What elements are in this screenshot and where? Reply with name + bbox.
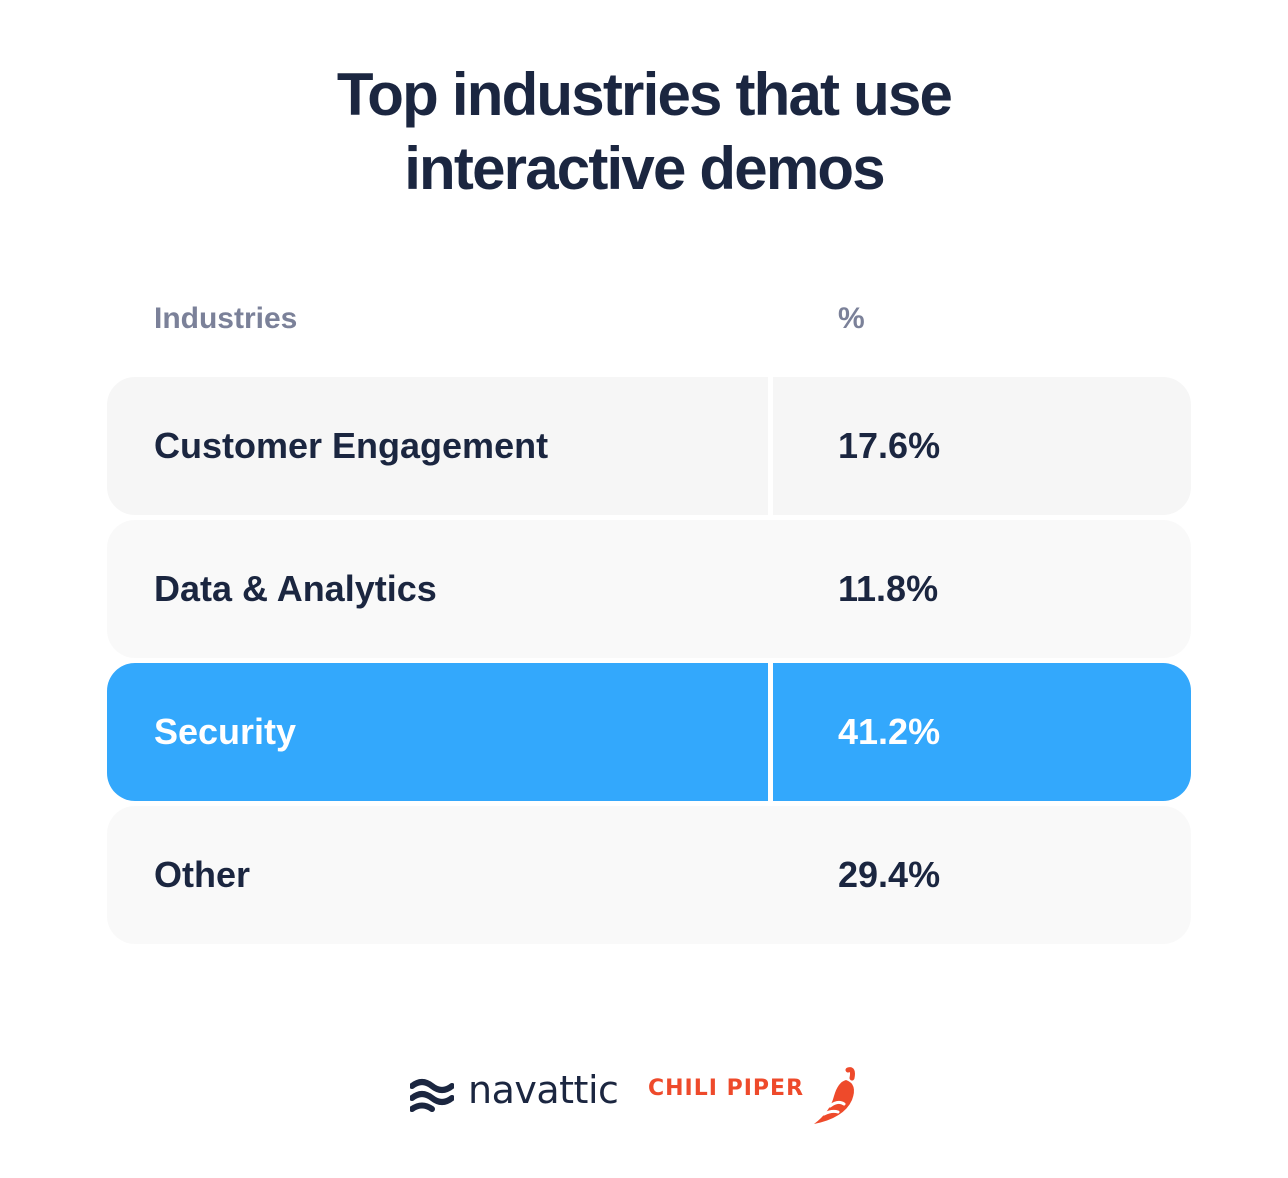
column-header-industries: Industries: [154, 302, 298, 335]
column-divider: [768, 663, 773, 801]
chili-pepper-icon: [814, 1067, 855, 1124]
title-line-1: Top industries that use: [336, 61, 953, 128]
table-row-highlighted: Security 41.2%: [107, 663, 1191, 801]
industry-cell: Data & Analytics: [154, 568, 437, 609]
percent-cell: 29.4%: [838, 854, 941, 895]
table-row: Data & Analytics 11.8%: [107, 520, 1191, 658]
column-divider: [768, 377, 773, 515]
percent-cell: 17.6%: [838, 425, 941, 466]
percent-cell: 11.8%: [838, 568, 939, 609]
logo-bar: navattic CHILI PIPER: [0, 1060, 1288, 1130]
chili-piper-wordmark: CHILI PIPER: [648, 1076, 805, 1101]
percent-cell: 41.2%: [838, 711, 941, 752]
navattic-wordmark: navattic: [468, 1068, 619, 1112]
table-row: Other 29.4%: [107, 806, 1191, 944]
column-header-percent: %: [838, 302, 865, 335]
industry-cell: Other: [154, 854, 251, 895]
navattic-waves-icon: [410, 1079, 454, 1112]
table-row: Customer Engagement 17.6%: [107, 377, 1191, 515]
industry-cell: Customer Engagement: [154, 425, 549, 466]
chart-title: Top industries that use interactive demo…: [0, 58, 1288, 206]
industry-cell: Security: [154, 711, 297, 752]
title-line-2: interactive demos: [404, 135, 885, 202]
